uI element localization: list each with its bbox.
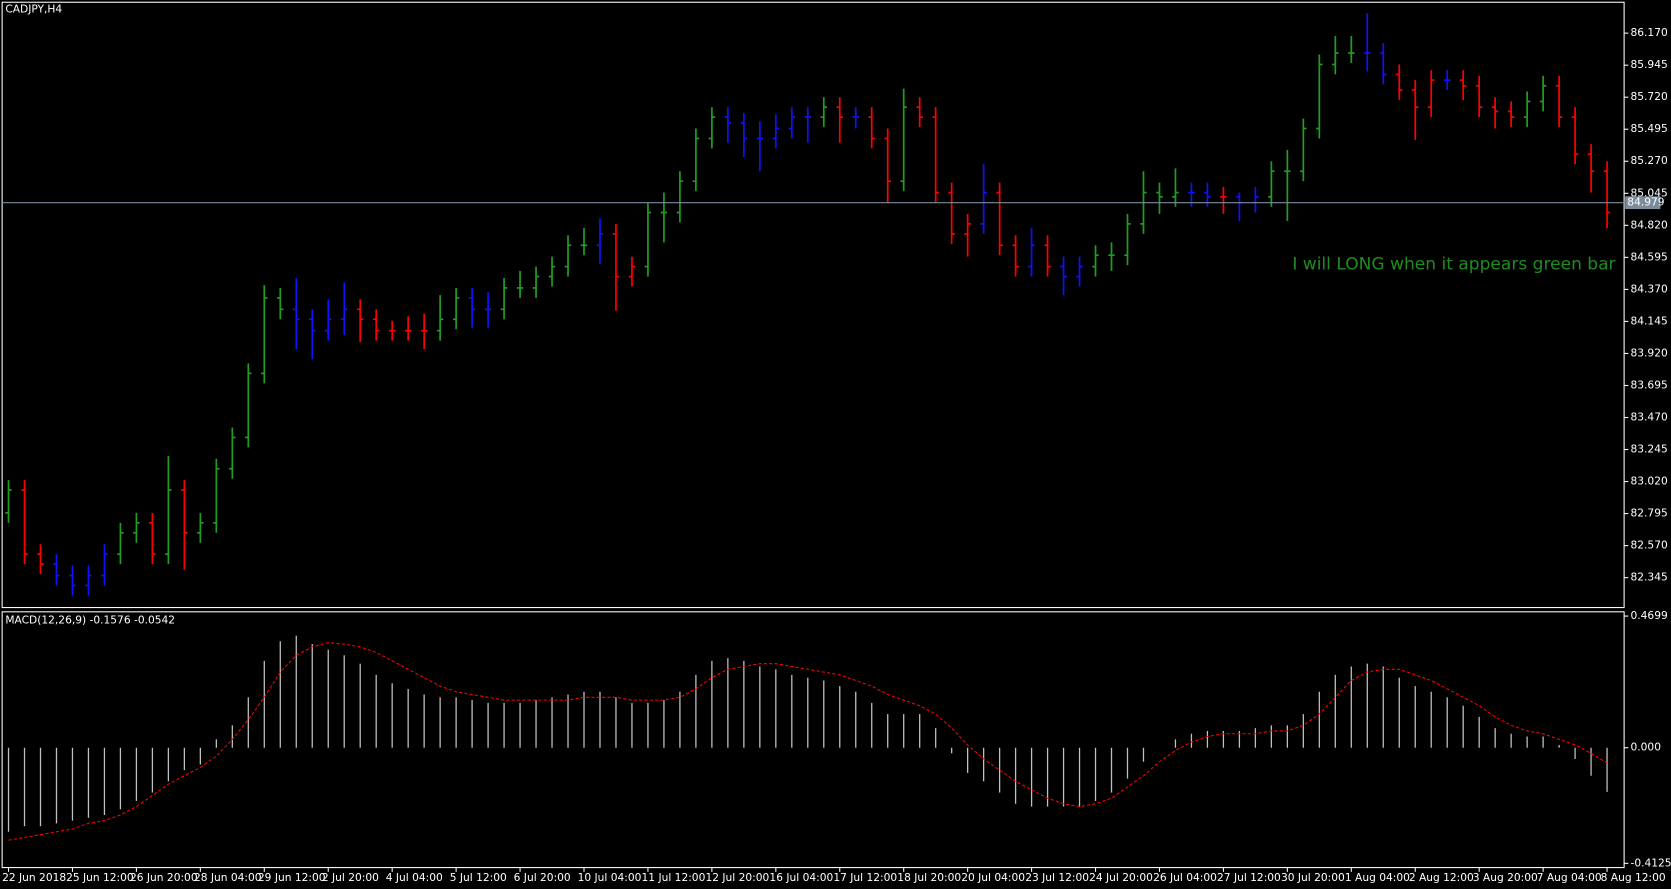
x-tick-label: 29 Jun 12:00	[258, 871, 326, 884]
y-tick-label: 82.345	[1631, 571, 1668, 584]
x-tick-label: 6 Jul 20:00	[514, 871, 571, 884]
current-price-box	[1625, 196, 1661, 210]
price-pane-frame	[1, 1, 1625, 609]
y-tick-label: 84.820	[1631, 218, 1668, 231]
x-tick-label: 17 Jul 12:00	[833, 871, 897, 884]
y-tick-label: 85.720	[1631, 90, 1668, 103]
y-tick-label: -0.4125	[1631, 856, 1671, 869]
x-tick-label: 30 Jul 20:00	[1281, 871, 1345, 884]
x-tick-label: 2 Aug 12:00	[1409, 871, 1474, 884]
x-tick-label: 1 Aug 04:00	[1345, 871, 1410, 884]
x-tick-label: 22 Jun 2018	[2, 871, 66, 884]
x-tick-label: 8 Aug 12:00	[1601, 871, 1666, 884]
macd-title: MACD(12,26,9) -0.1576 -0.0542	[5, 613, 175, 626]
x-tick-label: 25 Jun 12:00	[66, 871, 134, 884]
y-tick-label: 84.595	[1631, 250, 1668, 263]
x-tick-label: 11 Jul 12:00	[642, 871, 706, 884]
x-tick-label: 26 Jul 04:00	[1153, 871, 1217, 884]
y-tick-label: 84.145	[1631, 314, 1668, 327]
x-tick-label: 23 Jul 12:00	[1025, 871, 1089, 884]
y-tick-label: 85.495	[1631, 122, 1668, 135]
x-tick-label: 20 Jul 04:00	[961, 871, 1025, 884]
x-tick-label: 5 Jul 12:00	[450, 871, 507, 884]
x-tick-label: 3 Aug 20:00	[1473, 871, 1538, 884]
x-tick-label: 7 Aug 04:00	[1537, 871, 1602, 884]
y-tick-label: 86.170	[1631, 26, 1668, 39]
chart-title: CADJPY,H4	[5, 3, 62, 16]
current-price-label: 84.979	[1627, 196, 1664, 209]
x-tick-label: 27 Jul 12:00	[1217, 871, 1281, 884]
y-tick-label: 82.795	[1631, 507, 1668, 520]
y-tick-label: 82.570	[1631, 539, 1668, 552]
x-tick-label: 24 Jul 20:00	[1089, 871, 1153, 884]
x-tick-label: 18 Jul 20:00	[897, 871, 961, 884]
macd-signal-line	[8, 642, 1608, 841]
y-tick-label: 85.945	[1631, 58, 1668, 71]
y-tick-label: 84.370	[1631, 282, 1668, 295]
macd-pane-frame	[1, 611, 1625, 869]
x-tick-label: 28 Jun 04:00	[194, 871, 262, 884]
y-tick-label: 83.920	[1631, 346, 1668, 359]
y-tick-label: 83.020	[1631, 475, 1668, 488]
y-tick-label: 83.695	[1631, 378, 1668, 391]
y-tick-label: 0.4699	[1631, 609, 1668, 622]
annotation: I will LONG when it appears green bar	[1292, 254, 1616, 274]
y-tick-label: 83.245	[1631, 443, 1668, 456]
x-tick-label: 12 Jul 20:00	[705, 871, 769, 884]
x-tick-label: 26 Jun 20:00	[130, 871, 198, 884]
x-tick-label: 16 Jul 04:00	[769, 871, 833, 884]
x-tick-label: 10 Jul 04:00	[578, 871, 642, 884]
y-tick-label: 83.470	[1631, 411, 1668, 424]
y-tick-label: 85.045	[1631, 186, 1668, 199]
y-tick-label: 85.270	[1631, 154, 1668, 167]
y-tick-label: 0.000	[1631, 741, 1662, 754]
x-tick-label: 2 Jul 20:00	[322, 871, 379, 884]
x-tick-label: 4 Jul 04:00	[386, 871, 443, 884]
